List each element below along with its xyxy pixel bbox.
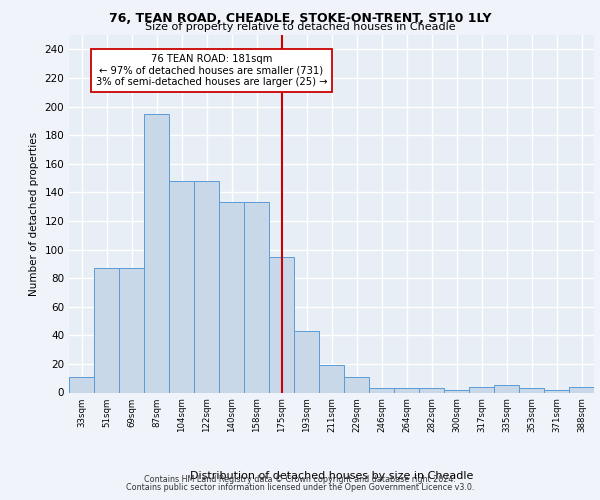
- Bar: [519, 388, 544, 392]
- Bar: [194, 181, 219, 392]
- Bar: [269, 256, 294, 392]
- Bar: [469, 387, 494, 392]
- Text: 76, TEAN ROAD, CHEADLE, STOKE-ON-TRENT, ST10 1LY: 76, TEAN ROAD, CHEADLE, STOKE-ON-TRENT, …: [109, 12, 491, 26]
- X-axis label: Distribution of detached houses by size in Cheadle: Distribution of detached houses by size …: [190, 471, 473, 481]
- Bar: [319, 366, 344, 392]
- Bar: [219, 202, 244, 392]
- Bar: [119, 268, 144, 392]
- Bar: [294, 331, 319, 392]
- Text: 76 TEAN ROAD: 181sqm
← 97% of detached houses are smaller (731)
3% of semi-detac: 76 TEAN ROAD: 181sqm ← 97% of detached h…: [96, 54, 327, 87]
- Bar: [419, 388, 444, 392]
- Bar: [544, 390, 569, 392]
- Bar: [394, 388, 419, 392]
- Text: Size of property relative to detached houses in Cheadle: Size of property relative to detached ho…: [145, 22, 455, 32]
- Bar: [344, 377, 369, 392]
- Bar: [94, 268, 119, 392]
- Text: Contains public sector information licensed under the Open Government Licence v3: Contains public sector information licen…: [126, 483, 474, 492]
- Bar: [144, 114, 169, 392]
- Bar: [444, 390, 469, 392]
- Bar: [369, 388, 394, 392]
- Bar: [244, 202, 269, 392]
- Bar: [69, 377, 94, 392]
- Y-axis label: Number of detached properties: Number of detached properties: [29, 132, 39, 296]
- Text: Contains HM Land Registry data © Crown copyright and database right 2024.: Contains HM Land Registry data © Crown c…: [144, 475, 456, 484]
- Bar: [494, 386, 519, 392]
- Bar: [569, 387, 594, 392]
- Bar: [169, 181, 194, 392]
